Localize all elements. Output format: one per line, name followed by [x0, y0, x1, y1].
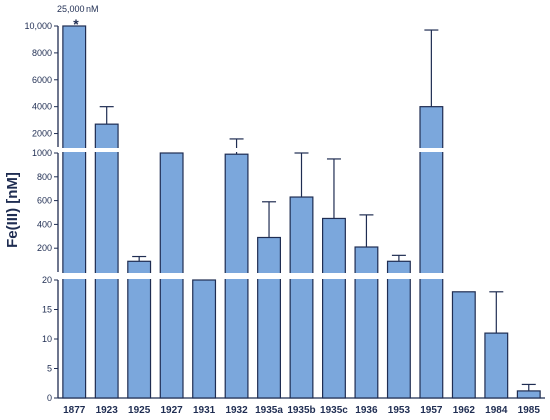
y-tick-label: 200	[37, 243, 52, 253]
bar-1935b	[289, 196, 314, 399]
y-tick-label: 1000	[32, 148, 52, 158]
x-tick-label: 1984	[485, 405, 508, 416]
y-tick-label: 400	[37, 219, 52, 229]
bar-1985	[516, 390, 541, 399]
bar-1877	[62, 25, 87, 399]
x-tick-label: 1936	[355, 405, 378, 416]
axis-break-gap	[0, 148, 550, 152]
annotation-marker: *	[73, 16, 79, 32]
x-tick-label: 1925	[128, 405, 151, 416]
y-tick-label: 6000	[32, 75, 52, 85]
y-tick-label: 15	[42, 305, 52, 315]
y-tick-label: 600	[37, 196, 52, 206]
bar-1931	[192, 279, 217, 399]
y-tick-label: 4000	[32, 102, 52, 112]
bar-1935a	[257, 236, 281, 399]
y-tick-label: 10,000	[24, 21, 52, 31]
y-ticks-group: 2000 4000 6000 8000 10,000 200 400 600 800 1000 0 5…	[24, 21, 58, 403]
error-bars-group	[0, 29, 550, 391]
x-tick-label: 1931	[193, 405, 216, 416]
x-tick-label: 1935c	[320, 405, 348, 416]
x-tick-label: 1877	[63, 405, 86, 416]
x-tick-label: 1935a	[255, 405, 283, 416]
y-tick-label: 20	[42, 275, 52, 285]
x-tick-label: 1953	[388, 405, 411, 416]
bar-1984	[484, 332, 509, 399]
x-tick-label: 1935b	[287, 405, 315, 416]
y-tick-label: 800	[37, 172, 52, 182]
bar-1953	[386, 260, 411, 399]
x-tick-label: 1985	[518, 405, 541, 416]
bar-1935c	[322, 217, 346, 399]
y-tick-label: 2000	[32, 129, 52, 139]
bars-group	[62, 25, 541, 399]
axis-break-gap	[0, 273, 550, 279]
bar-1936	[354, 246, 379, 399]
y-tick-label: 5	[47, 364, 52, 374]
annotation-value-label: 25,000	[57, 4, 85, 14]
y-tick-label: 0	[47, 393, 52, 403]
y-axis-label: Fe(III) [nM]	[4, 172, 21, 248]
x-tick-label: 1932	[225, 405, 248, 416]
x-ticks-group: 1877 1923 1925 1927 1931 1932 1935a 1935b 1935c 1…	[63, 405, 540, 416]
x-tick-label: 1927	[161, 405, 184, 416]
bar-1923	[94, 123, 119, 399]
bar-1925	[127, 260, 152, 399]
annotation-unit-label: nM	[86, 4, 99, 14]
x-tick-label: 1957	[420, 405, 443, 416]
x-tick-label: 1962	[453, 405, 476, 416]
bar-1962	[451, 291, 476, 399]
y-tick-label: 8000	[32, 48, 52, 58]
x-tick-label: 1923	[96, 405, 119, 416]
y-tick-label: 10	[42, 334, 52, 344]
